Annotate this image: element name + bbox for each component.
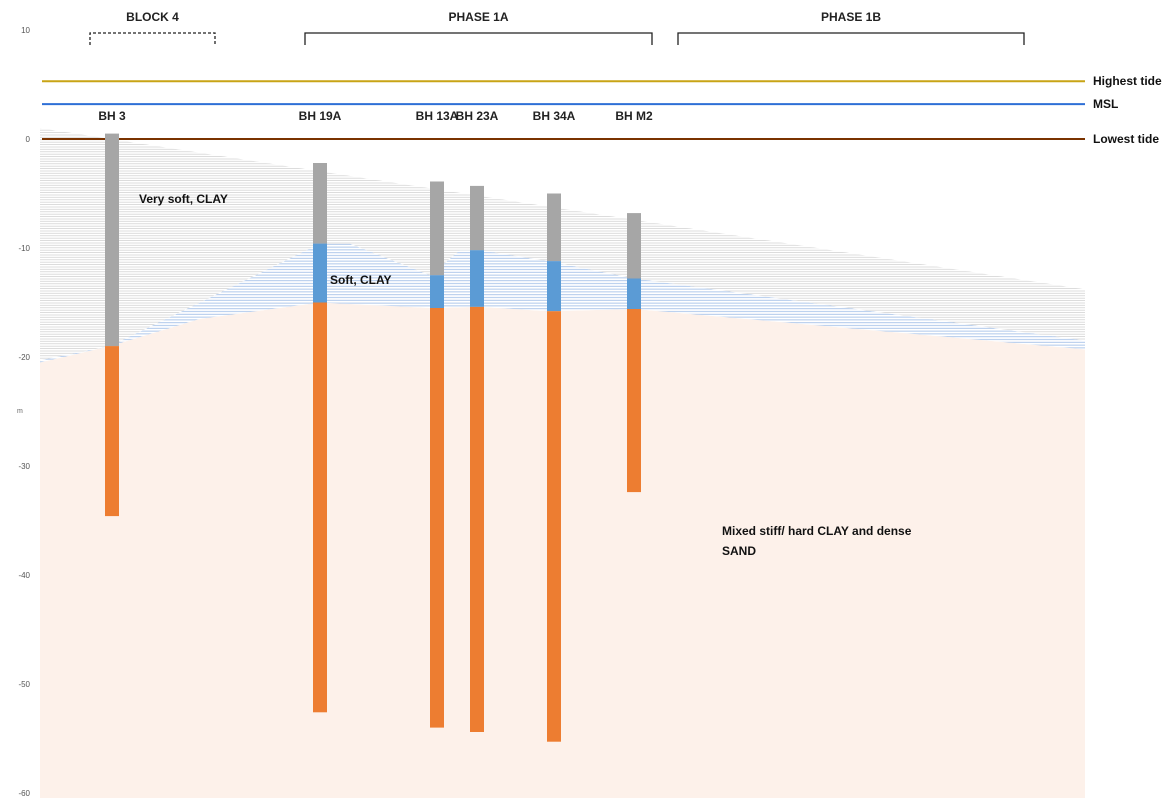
y-tick-label: -20 [18,353,30,362]
reference-level-label: MSL [1093,97,1118,111]
very-soft-clay-label: Very soft, CLAY [139,192,228,206]
phase-bracket: BLOCK 4 [89,10,216,45]
phase-bracket-line [304,32,653,45]
y-tick-label: -60 [18,789,30,798]
reference-level-label: Highest tide [1093,74,1162,88]
borehole-label: BH 34A [533,109,576,123]
borehole-stiff-segment [313,302,327,713]
borehole-label: BH M2 [615,109,653,123]
borehole-label: BH 13A [416,109,459,123]
stiff-clay-label-line2: SAND [722,544,756,558]
borehole-soft-segment [470,250,484,307]
borehole-label: BH 23A [456,109,499,123]
borehole-stiff-segment [627,309,641,493]
borehole-very-soft-segment [430,181,444,276]
y-axis-ticks: 10 0 -10 -20 -30 -40 -50 -60 [18,26,30,798]
borehole-soft-segment [430,275,444,308]
phase-brackets: BLOCK 4 PHASE 1A PHASE 1B [89,10,1025,45]
phase-bracket: PHASE 1A [304,10,653,45]
reference-level-label: Lowest tide [1093,132,1159,146]
borehole-very-soft-segment [313,163,327,244]
borehole: BH M2 [615,109,653,493]
y-tick-label: 0 [26,135,31,144]
borehole-label: BH 19A [299,109,342,123]
phase-bracket-line [89,32,216,45]
borehole: BH 23A [456,109,499,732]
borehole-very-soft-segment [105,133,119,347]
y-tick-label: 10 [21,26,30,35]
borehole-very-soft-segment [547,193,561,262]
y-tick-label: -50 [18,680,30,689]
borehole: BH 19A [299,109,342,713]
very-soft-clay-layer [40,128,1085,361]
stiff-clay-label-line1: Mixed stiff/ hard CLAY and dense [722,524,912,538]
stiff-clay-sand-layer [40,302,1085,798]
borehole-stiff-segment [430,308,444,728]
y-tick-label: -10 [18,244,30,253]
borehole: BH 3 [98,109,126,517]
y-tick-label: -30 [18,462,30,471]
soft-clay-label: Soft, CLAY [330,273,392,287]
y-tick-label: -40 [18,571,30,580]
phase-label: PHASE 1A [448,10,508,24]
borehole-label: BH 3 [98,109,126,123]
reference-levels: Highest tide MSL Lowest tide [42,74,1162,146]
borehole-stiff-segment [547,311,561,742]
phase-label: BLOCK 4 [126,10,179,24]
phase-bracket: PHASE 1B [677,10,1025,45]
borehole: BH 13A [416,109,459,728]
stratigraphy [40,128,1085,798]
borehole: BH 34A [533,109,576,742]
borehole-soft-segment [627,278,641,309]
phase-bracket-line [677,32,1025,45]
borehole-soft-segment [547,261,561,312]
soft-clay-layer [40,243,1085,363]
phase-label: PHASE 1B [821,10,881,24]
borehole-very-soft-segment [627,213,641,279]
borehole-stiff-segment [470,306,484,732]
y-axis-unit-label: m [17,408,23,415]
borehole-stiff-segment [105,346,119,517]
borehole-soft-segment [313,243,327,303]
borehole-very-soft-segment [470,185,484,251]
